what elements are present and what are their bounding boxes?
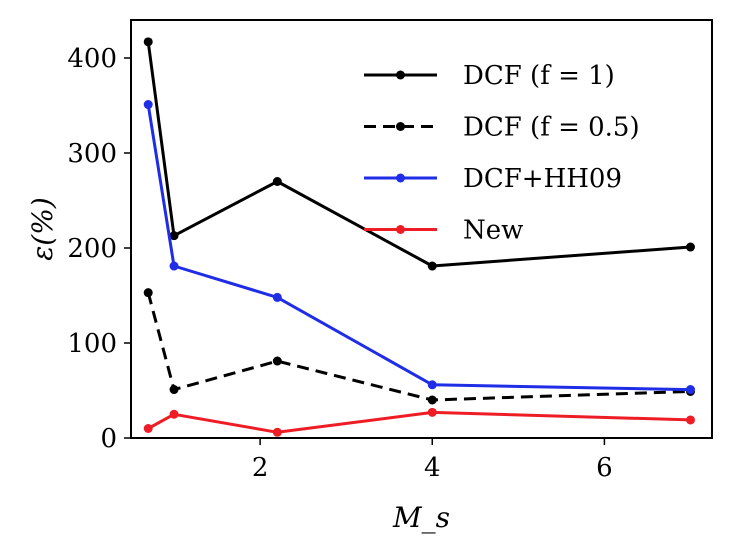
series-line (146, 104, 691, 392)
data-point (169, 385, 179, 395)
axes-layer: 2 4 6 0 100 200 300 400 (67, 44, 612, 483)
data-point (169, 409, 179, 419)
data-point (685, 415, 695, 425)
data-point (272, 427, 282, 437)
legend: DCF (f = 1) DCF (f = 0.5) DCF+HH09 New (364, 61, 640, 246)
x-tick-label: 4 (424, 453, 441, 483)
data-point (143, 424, 153, 433)
y-tick-label: 400 (67, 44, 117, 74)
series-line (147, 410, 691, 434)
data-point (169, 261, 179, 271)
data-point (427, 261, 437, 271)
legend-marker (396, 173, 405, 183)
data-point (427, 395, 437, 405)
legend-marker (396, 70, 405, 80)
x-tick-label: 6 (596, 453, 613, 483)
data-point (427, 380, 437, 390)
data-point (685, 385, 695, 395)
series-line (146, 292, 691, 402)
data-point (272, 177, 282, 186)
y-tick-label: 0 (100, 424, 117, 454)
data-point (685, 242, 695, 252)
data-point (143, 100, 153, 110)
y-tick-label: 300 (67, 139, 117, 169)
data-point (427, 407, 437, 417)
plot-frame (130, 19, 713, 439)
data-point (143, 37, 153, 47)
y-axis-label: ε(%) (26, 197, 59, 260)
data-point (143, 288, 153, 298)
legend-marker (396, 225, 405, 234)
legend-marker (396, 122, 405, 131)
series-layer (143, 37, 695, 437)
x-axis-label: M_s (392, 501, 450, 534)
y-tick-label: 100 (67, 329, 117, 359)
y-tick-label: 200 (67, 234, 117, 264)
legend-label: New (463, 216, 523, 246)
data-point (272, 292, 282, 302)
data-point (272, 356, 282, 366)
data-point (169, 231, 179, 241)
legend-label: DCF+HH09 (463, 164, 622, 194)
legend-label: DCF (f = 1) (463, 61, 615, 91)
x-tick-label: 2 (252, 453, 269, 483)
legend-label: DCF (f = 0.5) (463, 113, 640, 143)
